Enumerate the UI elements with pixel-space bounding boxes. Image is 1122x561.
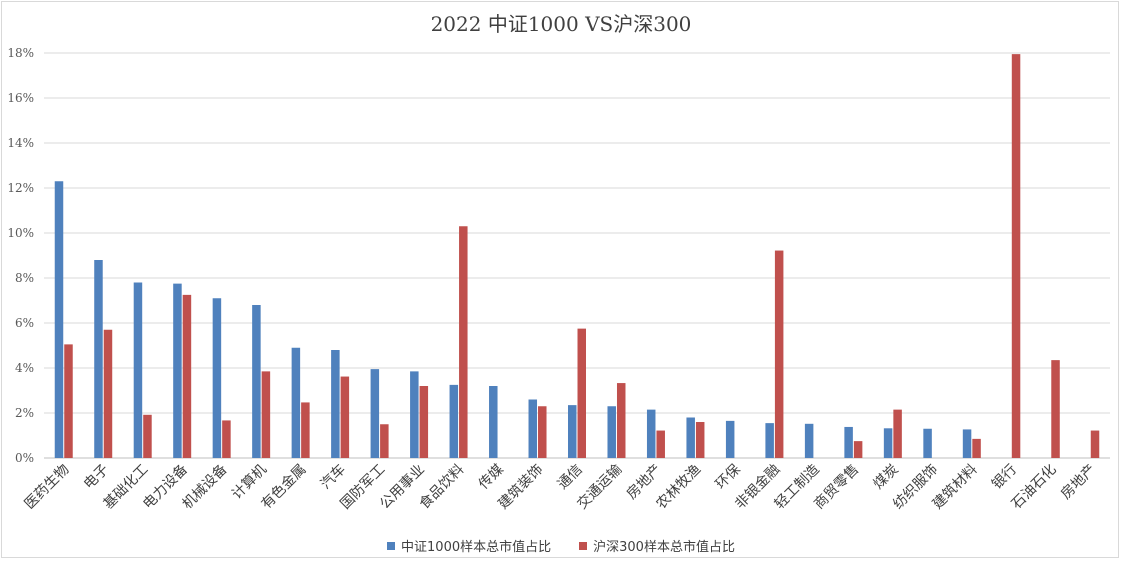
x-tick-label: 电子 <box>81 462 112 493</box>
bar-csi1000 <box>252 305 261 458</box>
bar-csi1000 <box>331 350 340 458</box>
bar-csi1000 <box>804 423 814 458</box>
bar-csi1000 <box>646 409 656 458</box>
bar-csi1000 <box>844 426 853 458</box>
bar-csi300 <box>380 424 389 458</box>
bar-csi1000 <box>94 260 103 458</box>
bar-csi300 <box>1011 54 1021 458</box>
bar-csi1000 <box>725 420 735 458</box>
bar-csi1000 <box>962 429 972 458</box>
bar-csi300 <box>459 226 468 458</box>
bar-csi1000 <box>291 347 301 458</box>
x-tick-label: 通信 <box>555 462 586 493</box>
chart-title: 2022 中证1000 VS沪深300 <box>430 12 692 36</box>
bar-csi300 <box>1051 360 1060 458</box>
bar-csi300 <box>577 328 586 458</box>
bar-csi300 <box>143 414 152 458</box>
x-tick-label: 传媒 <box>476 462 507 493</box>
y-tick-label: 8% <box>15 271 34 285</box>
y-tick-label: 12% <box>7 181 34 195</box>
y-tick-label: 4% <box>15 361 34 375</box>
legend-swatch-csi300 <box>579 541 588 550</box>
bar-csi300 <box>64 344 73 458</box>
gridlines <box>44 52 1110 459</box>
legend-swatch-csi1000 <box>387 541 396 550</box>
x-tick-label: 环保 <box>713 462 744 493</box>
bar-csi1000 <box>173 283 182 458</box>
y-tick-label: 10% <box>7 226 34 240</box>
x-axis-ticks: 医药生物 电子基础化工电力设备机械设备计算机有色金属 汽车国防军工公用事业食品饮料传… <box>22 461 1099 513</box>
bar-csi1000 <box>212 298 222 458</box>
bar-csi1000 <box>607 406 616 458</box>
legend-label-csi300: 沪深300样本总市值占比 <box>593 540 735 555</box>
legend-item-csi300: 沪深300样本总市值占比 <box>579 536 735 555</box>
x-tick-label: 煤炭 <box>871 462 902 493</box>
bar-csi300 <box>301 402 310 458</box>
bar-csi1000 <box>489 386 498 458</box>
bar-csi300 <box>893 409 902 458</box>
x-tick-label: 医药生物 <box>22 462 73 513</box>
bar-csi300 <box>103 329 113 458</box>
bar-csi1000 <box>568 405 577 458</box>
y-tick-label: 14% <box>7 136 34 150</box>
bar-csi300 <box>695 422 705 458</box>
bar-csi300 <box>222 420 231 458</box>
y-tick-label: 6% <box>15 316 34 330</box>
bar-csi1000 <box>528 399 538 458</box>
bar-csi300 <box>1090 430 1100 458</box>
legend-label-csi1000: 中证1000样本总市值占比 <box>401 540 552 555</box>
bar-csi1000 <box>883 428 893 458</box>
bars <box>54 54 1100 458</box>
bar-csi1000 <box>370 369 380 458</box>
bar-csi300 <box>261 371 271 458</box>
bar-csi300 <box>972 438 981 458</box>
y-axis-ticks: 0% 2% 4% 6% 8% 10% 12% 14% 16% 18% <box>7 46 34 465</box>
x-tick-label: 银行 <box>989 462 1020 493</box>
bar-csi1000 <box>923 428 932 458</box>
bar-csi1000 <box>54 181 64 458</box>
y-tick-label: 16% <box>7 91 34 105</box>
y-tick-label: 0% <box>15 451 34 465</box>
bar-csi300 <box>774 250 784 458</box>
legend-item-csi1000: 中证1000样本总市值占比 <box>387 536 551 555</box>
bar-csi300 <box>853 441 863 458</box>
bar-csi1000 <box>765 423 774 458</box>
bar-csi1000 <box>133 282 143 458</box>
y-tick-label: 18% <box>7 46 34 60</box>
bar-csi300 <box>182 294 192 458</box>
bar-csi300 <box>340 376 350 458</box>
bar-csi1000 <box>686 417 695 458</box>
bar-csi300 <box>538 406 547 458</box>
bar-csi1000 <box>449 384 459 458</box>
bar-csi300 <box>419 386 429 458</box>
legend: 中证1000样本总市值占比 沪深300样本总市值占比 <box>0 536 1122 555</box>
bar-csi300 <box>656 430 665 458</box>
y-tick-label: 2% <box>15 406 34 420</box>
bar-csi1000 <box>410 371 419 458</box>
x-tick-label: 房地产 <box>1058 462 1099 503</box>
bar-csi300 <box>616 383 626 458</box>
x-tick-label: 汽车 <box>317 461 349 493</box>
